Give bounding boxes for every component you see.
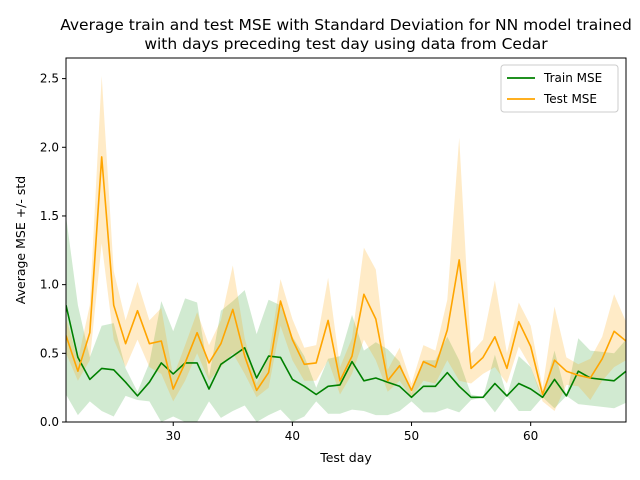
chart-title-line-2: with days preceding test day using data … [144, 35, 548, 53]
std-bands [66, 75, 626, 422]
x-tick-label: 60 [523, 429, 538, 443]
series-lines [66, 156, 626, 399]
legend-label-test: Test MSE [543, 92, 597, 106]
y-axis-label: Average MSE +/- std [13, 176, 28, 304]
x-axis-ticks: 30 40 50 60 [166, 422, 538, 443]
y-tick-label: 0.5 [40, 346, 59, 360]
legend: Train MSE Test MSE [500, 64, 619, 113]
y-tick-label: 1.5 [40, 209, 59, 223]
chart-title-line-1: Average train and test MSE with Standard… [60, 16, 632, 34]
y-tick-label: 0.0 [40, 415, 59, 429]
x-tick-label: 50 [404, 429, 419, 443]
legend-box [500, 64, 619, 113]
series-line-test-mse [66, 156, 626, 396]
y-tick-label: 2.0 [40, 140, 59, 154]
std-band-train [66, 216, 626, 422]
axes-frame [65, 57, 627, 423]
plot-border [65, 57, 627, 423]
y-axis-ticks: 0.0 0.5 1.0 1.5 2.0 2.5 [40, 72, 66, 429]
x-axis-label: Test day [319, 450, 372, 465]
y-tick-label: 2.5 [40, 72, 59, 86]
x-tick-label: 40 [285, 429, 300, 443]
y-tick-label: 1.0 [40, 278, 59, 292]
series-line-train-mse [66, 305, 626, 399]
std-band-test [66, 75, 626, 412]
chart-title: Average train and test MSE with Standard… [60, 16, 632, 53]
legend-label-train: Train MSE [543, 71, 602, 85]
x-tick-label: 30 [166, 429, 181, 443]
